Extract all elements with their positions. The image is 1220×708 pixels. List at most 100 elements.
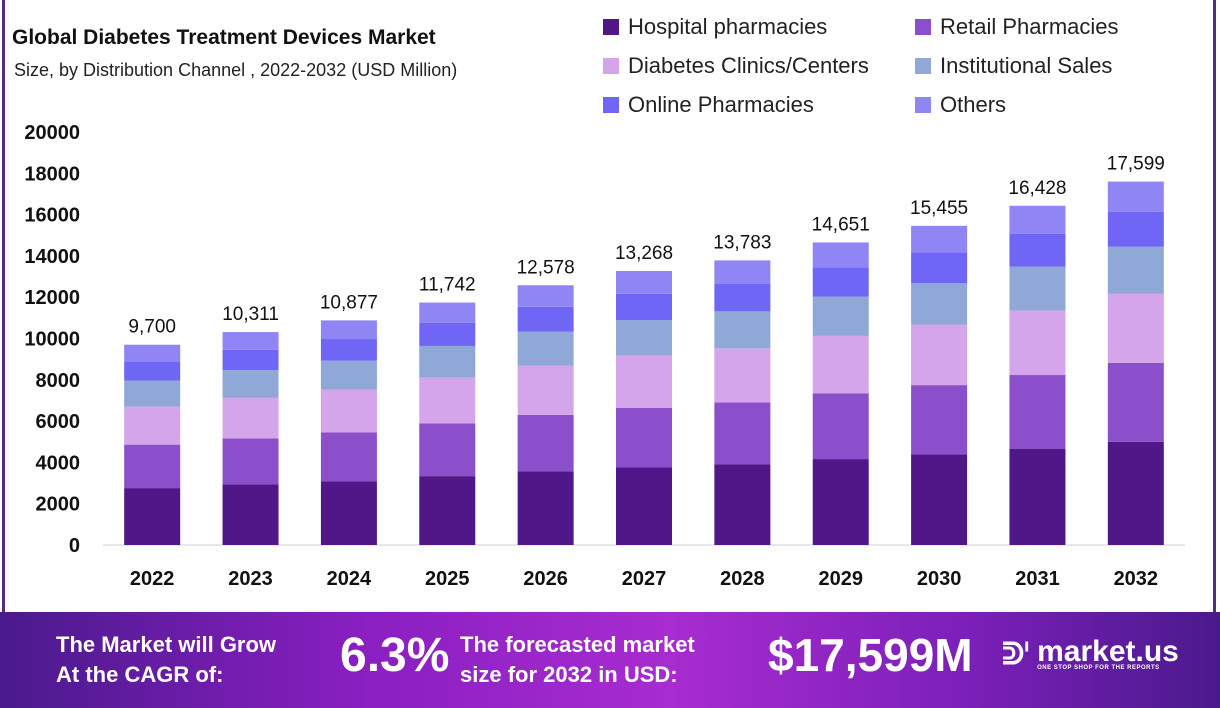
bar-segment-2031-others (1009, 205, 1066, 234)
bar-segment-2024-diabetes-clinics-centers (320, 389, 377, 433)
bar-segment-2022-others (124, 344, 181, 362)
logo-icon: ᕲᑊ (1002, 638, 1030, 671)
bar-segment-2029-institutional-sales (812, 296, 869, 336)
bar-segment-2031-institutional-sales (1009, 266, 1066, 311)
x-tick-label: 2027 (622, 568, 667, 590)
total-label: 16,428 (1008, 178, 1066, 199)
bar-segment-2024-others (320, 320, 377, 340)
cagr-label: The Market will Grow At the CAGR of: (56, 630, 276, 690)
market-us-logo: ᕲᑊ market.us ONE STOP SHOP FOR THE REPORT… (1002, 635, 1179, 672)
bar-segment-2030-institutional-sales (911, 282, 968, 325)
bar-segment-2024-institutional-sales (320, 360, 377, 390)
bar-segment-2026-hospital-pharmacies (517, 471, 574, 545)
legend-item-institutional: Institutional Sales (915, 53, 1112, 79)
x-tick-label: 2028 (720, 568, 765, 590)
bar-segment-2027-online-pharmacies (616, 293, 672, 321)
bar-segment-2022-institutional-sales (124, 380, 181, 407)
forecast-label-line2: size for 2032 in USD: (460, 662, 678, 687)
x-tick-label: 2030 (917, 568, 962, 590)
bar-segment-2022-diabetes-clinics-centers (124, 406, 181, 445)
bar-segment-2027-others (616, 271, 672, 294)
stacked-bar-chart: 0 2000 4000 6000 8000 10000 12000 14000 16000 180… (24, 122, 1185, 590)
bar-segment-2027-retail-pharmacies (616, 407, 672, 468)
legend-label: Institutional Sales (940, 53, 1113, 78)
bar-segment-2025-institutional-sales (419, 345, 476, 378)
cagr-label-line2: At the CAGR of: (56, 662, 224, 687)
y-tick-label: 18000 (24, 163, 80, 185)
bar-segment-2028-hospital-pharmacies (714, 464, 771, 545)
total-label: 10,877 (320, 292, 378, 313)
bar-segment-2028-diabetes-clinics-centers (714, 348, 771, 403)
x-tick-label: 2031 (1015, 568, 1060, 590)
bar-segment-2022-hospital-pharmacies (124, 488, 181, 545)
total-label: 14,651 (812, 214, 870, 235)
total-label: 9,700 (128, 317, 176, 338)
bar-segment-2032-retail-pharmacies (1107, 362, 1164, 442)
legend-swatch (603, 97, 619, 113)
bar-segment-2030-retail-pharmacies (911, 385, 968, 455)
bar-segment-2022-retail-pharmacies (124, 444, 181, 489)
bar-segment-2023-hospital-pharmacies (222, 484, 279, 545)
bar-segment-2027-diabetes-clinics-centers (616, 355, 672, 408)
cagr-value: 6.3% (340, 629, 450, 682)
legend-swatch (915, 19, 931, 35)
bar-segment-2023-online-pharmacies (222, 349, 279, 371)
legend-swatch (915, 97, 931, 113)
bar-segment-2023-retail-pharmacies (222, 438, 279, 485)
forecast-label-line1: The forecasted market (460, 632, 695, 657)
chart-frame (2, 0, 1216, 612)
y-tick-label: 14000 (24, 246, 80, 268)
legend-swatch (603, 19, 619, 35)
bar-segment-2024-retail-pharmacies (320, 432, 377, 482)
bar-segment-2024-hospital-pharmacies (320, 481, 377, 545)
bar-segment-2024-online-pharmacies (320, 339, 377, 361)
y-tick-label: 8000 (36, 370, 81, 392)
logo-name: market.us (1037, 635, 1179, 668)
bar-segment-2025-diabetes-clinics-centers (419, 377, 476, 424)
bar-segment-2028-others (714, 260, 771, 285)
bar-segment-2025-hospital-pharmacies (419, 476, 476, 545)
x-tick-label: 2026 (523, 568, 568, 590)
legend-item-hospital: Hospital pharmacies (603, 14, 827, 40)
bar-segment-2027-hospital-pharmacies (616, 467, 672, 545)
bar-segment-2030-online-pharmacies (911, 252, 968, 283)
bar-segment-2029-others (812, 242, 869, 268)
x-tick-label: 2025 (425, 568, 470, 590)
bar-segment-2032-others (1107, 181, 1164, 212)
legend-label: Diabetes Clinics/Centers (628, 53, 869, 78)
legend-swatch (603, 58, 619, 74)
x-tick-label: 2024 (327, 568, 372, 590)
total-label: 10,311 (222, 304, 279, 325)
legend-item-retail: Retail Pharmacies (915, 14, 1119, 40)
x-tick-label: 2023 (228, 568, 273, 590)
logo-tagline: ONE STOP SHOP FOR THE REPORTS (1037, 665, 1160, 671)
bar-segment-2029-retail-pharmacies (812, 393, 869, 460)
bar-segment-2032-hospital-pharmacies (1107, 441, 1164, 545)
bar-segment-2031-online-pharmacies (1009, 233, 1066, 267)
bar-segment-2029-diabetes-clinics-centers (812, 335, 869, 394)
bar-segment-2028-institutional-sales (714, 311, 771, 349)
x-tick-label: 2029 (818, 568, 863, 590)
y-tick-label: 6000 (36, 411, 81, 433)
y-tick-label: 12000 (24, 287, 80, 309)
total-label: 13,783 (713, 232, 771, 253)
bar-segment-2032-online-pharmacies (1107, 211, 1164, 247)
chart-title: Global Diabetes Treatment Devices Market (12, 26, 436, 49)
y-tick-label: 20000 (24, 122, 80, 144)
total-label: 15,455 (910, 198, 968, 219)
legend-item-clinics: Diabetes Clinics/Centers (603, 53, 869, 79)
y-tick-label: 10000 (24, 329, 80, 351)
bar-segment-2023-diabetes-clinics-centers (222, 397, 279, 439)
forecast-label: The forecasted market size for 2032 in US… (460, 630, 695, 690)
bar-segment-2031-hospital-pharmacies (1009, 448, 1066, 545)
y-tick-label: 16000 (24, 205, 80, 227)
total-label: 13,268 (615, 243, 673, 264)
cagr-label-line1: The Market will Grow (56, 632, 277, 657)
total-label: 17,599 (1107, 154, 1165, 175)
y-tick-label: 0 (69, 535, 80, 557)
bar-segment-2026-institutional-sales (517, 331, 574, 366)
total-label: 12,578 (517, 257, 575, 278)
bar-segment-2029-hospital-pharmacies (812, 459, 869, 545)
bar-segment-2023-others (222, 332, 279, 350)
legend-label: Retail Pharmacies (940, 14, 1119, 39)
